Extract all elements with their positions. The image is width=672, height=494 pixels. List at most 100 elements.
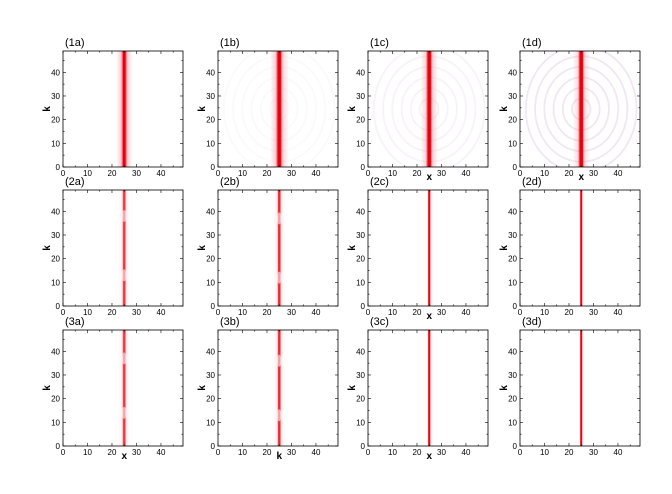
panel-1c: 0 10 20 30 40 0 10 20 30 40 k x (1c) [347,37,489,183]
y-tick-label: 40 [206,347,215,356]
y-tick-label: 0 [513,163,518,172]
panel-2c: 0 10 20 30 40 0 10 20 30 40 k x (2c) [347,176,489,322]
x-tick-label: 10 [540,308,549,317]
plot-frame [367,50,489,168]
x-tick-label: 10 [83,308,92,317]
panel-label: (3c) [370,316,389,328]
x-tick-label: 30 [589,169,598,178]
y-axis-label: k [197,106,208,112]
plot-frame [519,329,641,447]
y-tick-label: 20 [206,395,215,404]
y-tick-label: 10 [508,278,517,287]
y-tick-label: 20 [356,255,365,264]
x-axis-label: x [121,451,127,462]
y-tick-label: 20 [508,116,517,125]
x-tick-label: 30 [132,308,141,317]
plot-frame [217,189,339,307]
y-tick-label: 40 [206,207,215,216]
y-tick-label: 30 [356,92,365,101]
y-tick-label: 40 [51,347,60,356]
x-tick-label: 20 [565,169,574,178]
x-tick-label: 20 [565,308,574,317]
y-tick-label: 10 [206,278,215,287]
x-tick-label: 20 [413,169,422,178]
y-tick-label: 30 [356,231,365,240]
y-tick-label: 20 [356,116,365,125]
y-axis-label: k [499,106,510,112]
x-tick-label: 0 [61,169,66,178]
x-tick-label: 30 [132,169,141,178]
x-tick-label: 40 [157,448,166,457]
y-tick-label: 10 [508,418,517,427]
x-tick-label: 40 [462,308,471,317]
x-tick-label: 40 [312,169,321,178]
panel-1d: 0 10 20 30 40 0 10 20 30 40 k x (1d) [499,37,641,183]
interference-ring [222,51,336,167]
y-tick-label: 0 [211,302,216,311]
y-axis-label: k [347,245,358,251]
x-tick-label: 30 [437,448,446,457]
y-tick-label: 10 [206,418,215,427]
y-tick-label: 0 [361,302,366,311]
panel-label: (2a) [65,176,85,188]
x-tick-label: 10 [238,448,247,457]
x-tick-label: 30 [589,448,598,457]
panel-label: (3b) [220,316,240,328]
y-tick-label: 20 [206,255,215,264]
peak-notch [122,406,127,419]
panel-label: (3d) [522,316,542,328]
y-tick-label: 40 [356,68,365,77]
x-tick-label: 20 [565,448,574,457]
peak-notch [122,352,127,365]
peak-notch [122,269,127,282]
y-tick-label: 0 [56,302,61,311]
x-tick-label: 20 [263,448,272,457]
y-tick-label: 30 [356,371,365,380]
x-tick-label: 40 [462,169,471,178]
peak-notch [277,354,282,367]
y-tick-label: 30 [51,92,60,101]
plot-frame [367,329,489,447]
y-axis-label: k [42,385,53,391]
y-tick-label: 30 [206,92,215,101]
y-tick-label: 20 [508,255,517,264]
y-tick-label: 20 [356,395,365,404]
x-tick-label: 0 [61,448,66,457]
plot-frame [367,189,489,307]
x-tick-label: 40 [157,169,166,178]
x-tick-label: 10 [388,448,397,457]
y-tick-label: 10 [51,418,60,427]
panel-2d: 0 10 20 30 40 0 10 20 30 40 k (2d) [499,176,641,317]
y-axis-label: k [197,385,208,391]
plot-frame [62,329,184,447]
x-tick-label: 30 [437,308,446,317]
y-tick-label: 0 [211,442,216,451]
peak-notch [122,210,127,223]
x-tick-label: 10 [388,169,397,178]
peak-notch [277,212,282,225]
plot-frame [62,189,184,307]
y-tick-label: 10 [356,418,365,427]
y-axis-label: k [42,106,53,112]
panel-1a: 0 10 20 30 40 0 10 20 30 40 k (1a) [42,37,184,178]
panel-2b: 0 10 20 30 40 0 10 20 30 40 k (2b) [197,176,339,317]
y-tick-label: 0 [361,163,366,172]
x-tick-label: 0 [366,308,371,317]
panel-3b: 0 10 20 30 40 0 10 20 30 40 k k (3b) [197,316,339,462]
x-tick-label: 40 [462,448,471,457]
y-axis-label: k [347,106,358,112]
y-tick-label: 30 [51,231,60,240]
y-axis-label: k [347,385,358,391]
x-axis-label: x [426,172,432,183]
x-tick-label: 0 [518,448,523,457]
y-tick-label: 40 [206,68,215,77]
y-tick-label: 30 [206,231,215,240]
interference-ring [524,51,638,167]
plot-frame [62,50,184,168]
x-tick-label: 0 [518,169,523,178]
x-tick-label: 30 [287,448,296,457]
panel-3c: 0 10 20 30 40 0 10 20 30 40 k x (3c) [347,316,489,462]
x-axis-label: x [578,172,584,183]
plot-frame [217,329,339,447]
